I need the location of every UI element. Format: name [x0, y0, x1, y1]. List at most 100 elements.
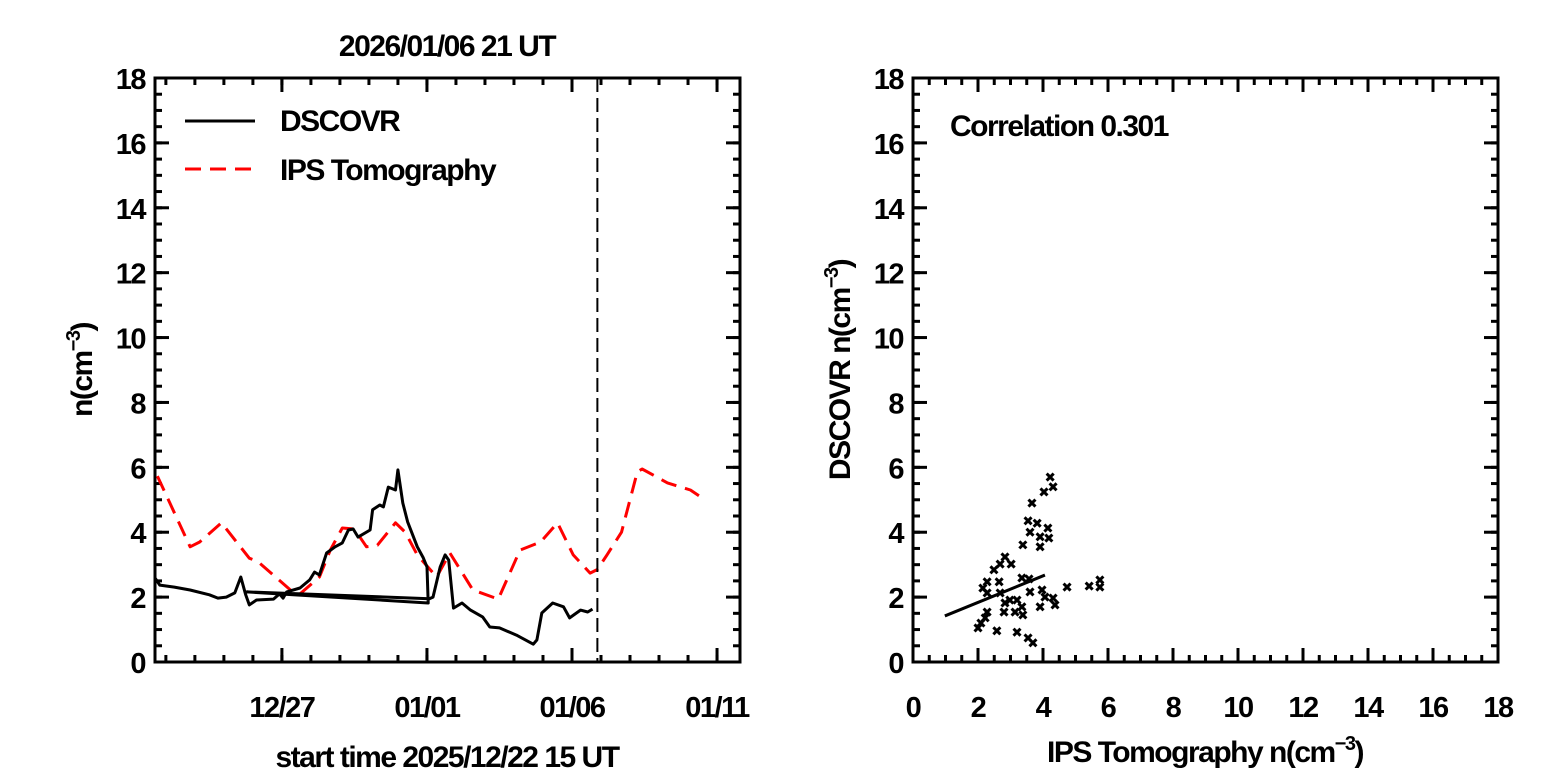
y-tick-label: 6	[888, 453, 904, 485]
scatter-point	[1010, 607, 1020, 617]
y-tick-label: 8	[130, 388, 146, 420]
svg-text:DSCOVR n(cm−3): DSCOVR n(cm−3)	[821, 259, 857, 480]
x-tick-label: 12/27	[249, 692, 314, 724]
scatter-point	[1018, 610, 1028, 620]
x-tick-label: 10	[1223, 692, 1253, 724]
scatter-point	[1012, 595, 1022, 605]
y-tick-label: 2	[130, 583, 145, 615]
y-label-exp: −3	[821, 267, 843, 288]
scatter-point	[1000, 598, 1010, 608]
y-label-base: n	[66, 400, 99, 417]
paren-open: (	[1286, 736, 1296, 769]
x-tick-label: 2	[971, 692, 986, 724]
scatter-point	[1095, 575, 1105, 585]
y-label-base: DSCOVR n	[824, 337, 857, 480]
scatter-point	[1035, 542, 1045, 552]
scatter-point	[992, 626, 1002, 636]
scatter-point	[1032, 518, 1042, 528]
x-tick-label: 01/01	[394, 692, 460, 724]
scatter-point	[973, 623, 983, 633]
scatter-point	[1035, 602, 1045, 612]
x-tick-label: 4	[1036, 692, 1052, 724]
paren-open: (	[824, 327, 857, 337]
x-tick-label: 18	[1483, 692, 1514, 724]
scatter-point	[1006, 559, 1016, 569]
x-label-base: IPS Tomography n	[1047, 736, 1286, 769]
scatter-point	[1028, 638, 1038, 648]
scatter-point	[1039, 487, 1049, 497]
y-tick-label: 14	[874, 194, 905, 226]
x-tick-label: 8	[1166, 692, 1182, 724]
scatter-point	[1084, 581, 1094, 591]
y-tick-label: 10	[874, 324, 904, 356]
y-tick-label: 12	[116, 259, 146, 291]
x-tick-label: 0	[906, 692, 921, 724]
svg-text:IPS Tomography n(cm−3): IPS Tomography n(cm−3)	[1047, 733, 1363, 769]
scatter-point	[1027, 498, 1037, 508]
correlation-annotation: Correlation 0.301	[950, 110, 1169, 143]
legend-label-dscovr: DSCOVR	[280, 105, 401, 138]
scatter-point	[1025, 587, 1035, 597]
y-tick-label: 6	[130, 453, 146, 485]
x-tick-label: 14	[1353, 692, 1384, 724]
scatter-point	[1043, 523, 1053, 533]
paren-open: (	[66, 390, 99, 400]
paren-close: )	[824, 259, 857, 268]
y-tick-label: 18	[116, 64, 147, 96]
scatter-point	[982, 607, 992, 617]
y-tick-label: 16	[116, 129, 147, 161]
scatter-point	[989, 565, 999, 575]
x-label-exp: −3	[1335, 733, 1356, 755]
scatter-point	[1095, 582, 1105, 592]
y-tick-label: 14	[116, 194, 147, 226]
y-label-unit: cm	[66, 351, 99, 391]
right-y-axis-label: DSCOVR n(cm−3)	[821, 259, 857, 480]
y-tick-label: 2	[888, 583, 903, 615]
scatter-point	[999, 607, 1009, 617]
plot-frame	[911, 76, 1500, 664]
scatter-point	[1035, 532, 1045, 542]
y-tick-label: 8	[888, 388, 904, 420]
y-tick-label: 0	[888, 648, 903, 680]
scatter-point	[1025, 527, 1035, 537]
left-chart-title: 2026/01/06 21 UT	[339, 30, 556, 63]
x-tick-label: 12	[1288, 692, 1318, 724]
svg-text:n(cm−3): n(cm−3)	[63, 323, 99, 418]
scatter-point	[1045, 472, 1055, 482]
regression-fit-line	[944, 573, 1046, 618]
scatter-point	[1062, 582, 1072, 592]
y-tick-label: 16	[874, 129, 905, 161]
scatter-point	[994, 577, 1004, 587]
scatter-point	[1017, 573, 1027, 583]
y-tick-label: 10	[116, 324, 146, 356]
scatter-point	[995, 559, 1005, 569]
y-tick-label: 0	[130, 648, 145, 680]
scatter-point	[1000, 552, 1010, 562]
scatter-point	[1044, 533, 1054, 543]
x-tick-label: 16	[1418, 692, 1449, 724]
scatter-point	[1040, 592, 1050, 602]
left-y-axis-label: n(cm−3)	[63, 323, 99, 418]
legend-label-ips: IPS Tomography	[280, 154, 497, 187]
legend: DSCOVR IPS Tomography	[185, 105, 498, 187]
x-label-unit: cm	[1294, 736, 1334, 769]
left-x-axis-label: start time 2025/12/22 15 UT	[275, 741, 619, 774]
right-x-axis-label: IPS Tomography n(cm−3)	[1047, 733, 1365, 769]
time-series-chart: 0 2 4 6 8 10 12 14 16 18 12/27 01/01 01/06 01/11	[116, 64, 752, 724]
paren-close: )	[66, 323, 99, 332]
scatter-point	[1050, 600, 1060, 610]
scatter-point	[1048, 482, 1058, 492]
y-tick-label: 18	[874, 64, 905, 96]
scatter-point	[1023, 516, 1033, 526]
y-tick-label: 12	[874, 259, 904, 291]
scatter-point	[1012, 627, 1022, 637]
scatter-point	[1048, 593, 1058, 603]
y-tick-label: 4	[130, 518, 146, 550]
scatter-point	[982, 588, 992, 598]
x-tick-label: 01/06	[539, 692, 605, 724]
y-label-exp: −3	[63, 330, 85, 351]
series-line-dscovr	[153, 468, 594, 646]
scatter-point	[1018, 540, 1028, 550]
scatter-point	[1037, 585, 1047, 595]
